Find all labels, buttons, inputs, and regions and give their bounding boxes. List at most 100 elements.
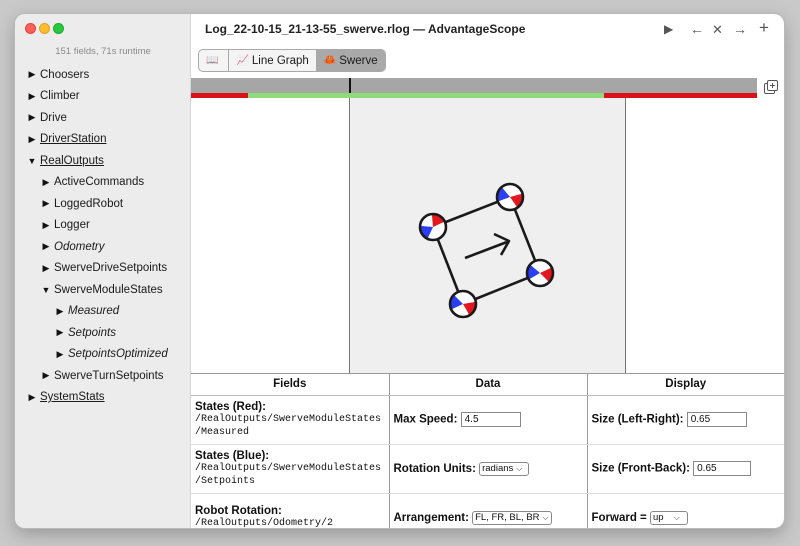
collapsed-arrow-icon[interactable]: ▶ (42, 219, 50, 230)
field-path: /RealOutputs/Odometry/2 (195, 518, 334, 528)
display-cell: Size (Front-Back): 0.65 (587, 444, 784, 494)
tab-swerve[interactable]: 🦀 Swerve (316, 50, 385, 71)
collapsed-arrow-icon[interactable]: ▶ (56, 305, 64, 316)
collapsed-arrow-icon[interactable]: ▶ (28, 391, 36, 402)
sidebar-item-label: Setpoints (68, 326, 116, 339)
field-label: States (Red): (195, 400, 266, 413)
expanded-arrow-icon[interactable]: ▼ (41, 284, 51, 295)
sidebar-item-label: Choosers (40, 68, 90, 81)
tab-documentation[interactable]: 📖 (199, 50, 230, 71)
field-path: /RealOutputs/SwerveModuleStates /Measure… (195, 413, 382, 438)
sidebar-item-label: DriverStation (40, 133, 107, 146)
title-bar: Log_22-10-15_21-13-55_swerve.rlog — Adva… (191, 14, 784, 44)
sidebar-item[interactable]: ▶ Drive (15, 107, 191, 129)
collapsed-arrow-icon[interactable]: ▶ (42, 198, 50, 209)
sidebar-item[interactable]: ▶ Measured (15, 301, 191, 323)
sidebar-item-label: Logger (54, 219, 90, 232)
tab-line-graph[interactable]: 📈 Line Graph (229, 50, 317, 71)
sidebar-item[interactable]: ▶ Climber (15, 86, 191, 108)
collapsed-arrow-icon[interactable]: ▶ (42, 241, 50, 252)
sidebar-item[interactable]: ▶ ActiveCommands (15, 172, 191, 194)
field-drop-rotation[interactable]: Robot Rotation: /RealOutputs/Odometry/2 (191, 493, 390, 528)
header-fields: Fields (191, 374, 390, 396)
collapsed-arrow-icon[interactable]: ▶ (28, 90, 36, 101)
collapsed-arrow-icon[interactable]: ▶ (56, 348, 64, 359)
back-arrow-icon[interactable]: ← (690, 21, 704, 37)
sidebar-item[interactable]: ▼ RealOutputs (15, 150, 191, 172)
disabled-segment (604, 93, 757, 98)
setpoint-state-wedge (497, 187, 510, 202)
table-row: States (Blue): /RealOutputs/SwerveModule… (191, 444, 784, 494)
line-graph-icon: 📈 (236, 55, 249, 66)
sidebar-item-label: RealOutputs (40, 154, 104, 167)
popout-window-icon[interactable] (763, 79, 779, 95)
sidebar-item[interactable]: ▶ SwerveDriveSetpoints (15, 258, 191, 280)
sidebar-item[interactable]: ▶ LoggedRobot (15, 193, 191, 215)
sidebar-item-label: SwerveModuleStates (54, 283, 163, 296)
swerve-module-3 (448, 289, 478, 319)
arrangement-select[interactable]: FL, FR, BL, BR ⌵ (472, 510, 553, 525)
max-speed-label: Max Speed: (393, 413, 458, 426)
collapsed-arrow-icon[interactable]: ▶ (28, 112, 36, 123)
sidebar-item[interactable]: ▶ SystemStats (15, 387, 191, 409)
sidebar-item[interactable]: ▼ SwerveModuleStates (15, 279, 191, 301)
display-cell: Size (Left-Right): 0.65 (587, 395, 784, 445)
robot-enabled-bar (191, 93, 757, 98)
field-tree: ▶ Choosers ▶ Climber ▶ Drive ▶ DriverStation ▼ Re… (15, 64, 191, 408)
sidebar-item[interactable]: ▶ Logger (15, 215, 191, 237)
enabled-segment (248, 93, 604, 98)
add-tab-icon[interactable]: + (759, 18, 769, 37)
book-icon: 📖 (206, 55, 219, 66)
swerve-canvas (349, 98, 626, 374)
timeline-cursor[interactable] (349, 78, 351, 93)
select-value: FL, FR, BL, BR (475, 511, 540, 523)
sidebar-item-label: Drive (40, 111, 67, 124)
max-speed-input[interactable]: 4.5 (460, 412, 521, 427)
sidebar-item[interactable]: ▶ Odometry (15, 236, 191, 258)
sidebar-item[interactable]: ▶ Setpoints (15, 322, 191, 344)
rotation-units-select[interactable]: radians ⌵ (479, 461, 530, 476)
display-cell: Forward = up ⌵ (587, 493, 784, 528)
forward-label: Forward = (591, 511, 647, 524)
table-row: States (Red): /RealOutputs/SwerveModuleS… (191, 395, 784, 445)
collapsed-arrow-icon[interactable]: ▶ (42, 262, 50, 273)
sidebar: 151 fields, 71s runtime ▶ Choosers ▶ Climbe… (15, 14, 191, 528)
sidebar-item[interactable]: ▶ SetpointsOptimized (15, 344, 191, 366)
crab-icon: 🦀 (323, 55, 337, 66)
swerve-viewer (191, 98, 784, 374)
size-left-right-input[interactable]: 0.65 (686, 412, 747, 427)
minimize-window-button[interactable] (39, 23, 50, 34)
expanded-arrow-icon[interactable]: ▼ (27, 155, 37, 166)
field-path: /RealOutputs/SwerveModuleStates /Setpoin… (195, 462, 382, 487)
select-value: up (652, 511, 664, 523)
arrangement-label: Arrangement: (393, 511, 469, 524)
play-icon[interactable]: ▶ (664, 22, 674, 36)
field-drop-red[interactable]: States (Red): /RealOutputs/SwerveModuleS… (191, 395, 390, 445)
swerve-module-1 (495, 182, 525, 212)
size-front-back-input[interactable]: 0.65 (693, 461, 752, 476)
data-cell: Max Speed: 4.5 (389, 395, 588, 445)
data-cell: Arrangement: FL, FR, BL, BR ⌵ (389, 493, 588, 528)
sidebar-item[interactable]: ▶ SwerveTurnSetpoints (15, 365, 191, 387)
sidebar-item-label: ActiveCommands (54, 176, 145, 189)
collapsed-arrow-icon[interactable]: ▶ (42, 370, 50, 381)
swerve-module-2 (525, 258, 555, 288)
sidebar-item[interactable]: ▶ Choosers (15, 64, 191, 86)
field-drop-blue[interactable]: States (Blue): /RealOutputs/SwerveModule… (191, 444, 390, 494)
sidebar-item[interactable]: ▶ DriverStation (15, 129, 191, 151)
forward-arrow-icon[interactable]: → (733, 21, 747, 37)
collapsed-arrow-icon[interactable]: ▶ (42, 176, 50, 187)
collapsed-arrow-icon[interactable]: ▶ (28, 69, 36, 80)
zoom-window-button[interactable] (53, 23, 64, 34)
forward-select[interactable]: up ⌵ (649, 510, 688, 525)
close-window-button[interactable] (25, 23, 36, 34)
collapsed-arrow-icon[interactable]: ▶ (56, 327, 64, 338)
header-data: Data (389, 374, 588, 396)
window-title: Log_22-10-15_21-13-55_swerve.rlog — Adva… (205, 22, 526, 36)
size-left-right-label: Size (Left-Right): (591, 413, 684, 426)
collapsed-arrow-icon[interactable]: ▶ (28, 133, 36, 144)
tab-label: Swerve (339, 54, 378, 67)
timeline-scrubber[interactable] (191, 78, 757, 93)
size-front-back-label: Size (Front-Back): (591, 462, 690, 475)
close-tab-icon[interactable]: ✕ (712, 22, 723, 37)
